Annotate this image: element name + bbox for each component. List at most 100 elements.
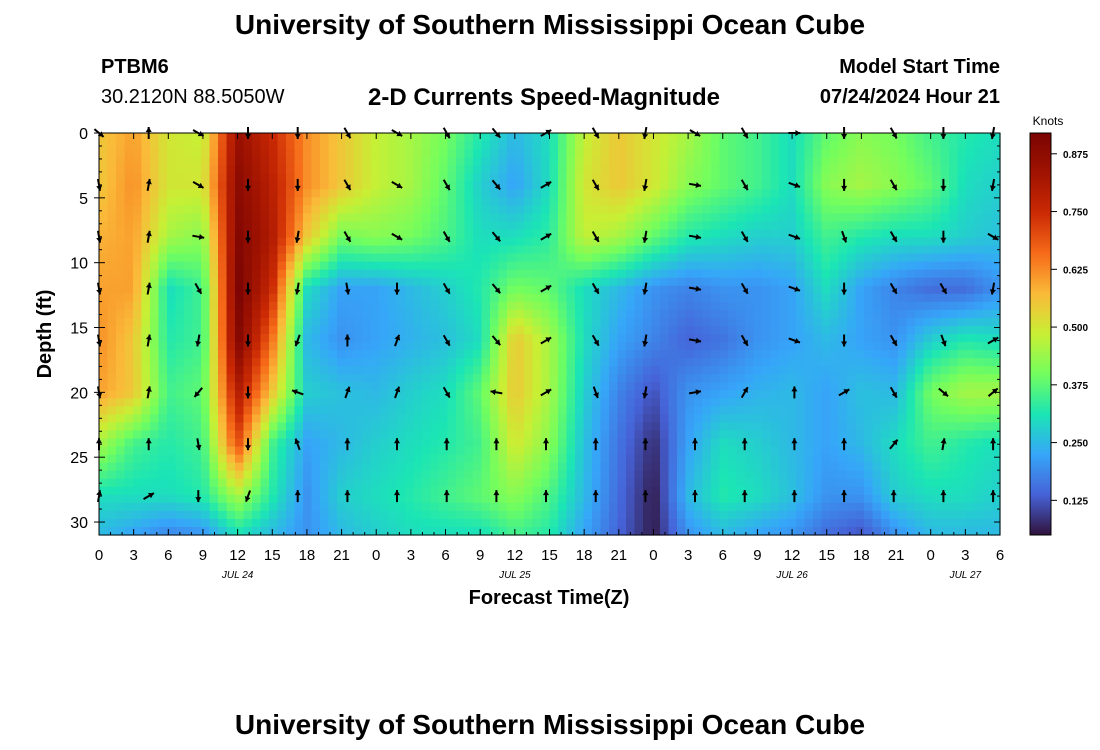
heatmap-cell	[362, 334, 372, 343]
heatmap-cell	[813, 301, 823, 311]
heatmap-cell	[685, 470, 695, 480]
heatmap-cell	[235, 478, 245, 488]
heatmap-cell	[133, 317, 143, 327]
heatmap-cell	[379, 342, 389, 351]
heatmap-cell	[396, 406, 406, 415]
heatmap-cell	[957, 237, 967, 247]
heatmap-cell	[660, 446, 670, 456]
heatmap-cell	[277, 462, 287, 472]
heatmap-cell	[821, 454, 831, 464]
heatmap-cell	[481, 438, 491, 448]
heatmap-cell	[447, 486, 457, 496]
heatmap-cell	[201, 269, 211, 279]
heatmap-cell	[957, 141, 967, 150]
heatmap-cell	[915, 342, 925, 351]
heatmap-cell	[881, 189, 891, 198]
heatmap-cell	[328, 277, 338, 287]
heatmap-cell	[481, 133, 491, 142]
heatmap-cell	[855, 325, 865, 335]
heatmap-cell	[226, 237, 236, 247]
heatmap-cell	[558, 358, 568, 367]
heatmap-cell	[736, 141, 746, 150]
heatmap-cell	[855, 462, 865, 472]
heatmap-cell	[260, 414, 270, 424]
heatmap-cell	[498, 157, 508, 166]
heatmap-cell	[362, 446, 372, 456]
heatmap-cell	[872, 390, 882, 399]
heatmap-cell	[124, 325, 134, 335]
heatmap-cell	[906, 189, 916, 198]
heatmap-cell	[286, 462, 296, 472]
heatmap-cell	[456, 221, 466, 231]
heatmap-cell	[702, 205, 712, 214]
heatmap-cell	[422, 173, 432, 182]
heatmap-cell	[558, 398, 568, 407]
heatmap-cell	[855, 334, 865, 343]
heatmap-cell	[481, 430, 491, 440]
heatmap-cell	[923, 157, 933, 166]
heatmap-cell	[881, 494, 891, 504]
heatmap-cell	[617, 366, 627, 375]
heatmap-cell	[855, 390, 865, 399]
heatmap-cell	[566, 374, 576, 383]
heatmap-cell	[575, 317, 585, 327]
heatmap-cell	[371, 470, 381, 480]
heatmap-cell	[949, 398, 959, 407]
heatmap-cell	[830, 430, 840, 440]
heatmap-cell	[447, 133, 457, 142]
heatmap-cell	[167, 173, 177, 182]
heatmap-cell	[549, 478, 559, 488]
heatmap-cell	[583, 382, 593, 391]
heatmap-cell	[439, 382, 449, 391]
heatmap-cell	[983, 342, 993, 351]
heatmap-cell	[838, 245, 848, 255]
heatmap-cell	[966, 398, 976, 407]
heatmap-cell	[158, 261, 168, 271]
heatmap-cell	[422, 301, 432, 311]
heatmap-cell	[626, 245, 636, 255]
heatmap-cell	[277, 334, 287, 343]
heatmap-cell	[413, 173, 423, 182]
heatmap-cell	[133, 494, 143, 504]
heatmap-cell	[413, 317, 423, 327]
heatmap-cell	[447, 293, 457, 303]
heatmap-cell	[294, 269, 304, 279]
heatmap-cell	[311, 470, 321, 480]
heatmap-cell	[107, 149, 117, 158]
heatmap-cell	[753, 157, 763, 166]
heatmap-cell	[158, 414, 168, 424]
heatmap-cell	[711, 197, 721, 206]
heatmap-cell	[779, 157, 789, 166]
heatmap-cell	[940, 173, 950, 182]
heatmap-cell	[294, 213, 304, 223]
heatmap-cell	[405, 422, 415, 432]
heatmap-cell	[269, 261, 279, 271]
heatmap-cell	[507, 157, 517, 166]
heatmap-cell	[184, 398, 194, 407]
heatmap-cell	[226, 221, 236, 231]
heatmap-cell	[473, 325, 483, 335]
heatmap-cell	[524, 398, 534, 407]
heatmap-cell	[541, 406, 551, 415]
heatmap-cell	[753, 181, 763, 190]
heatmap-cell	[158, 398, 168, 407]
heatmap-cell	[753, 205, 763, 214]
heatmap-cell	[796, 390, 806, 399]
heatmap-cell	[847, 494, 857, 504]
heatmap-cell	[107, 358, 117, 367]
heatmap-cell	[711, 157, 721, 166]
heatmap-cell	[787, 269, 797, 279]
heatmap-cell	[175, 317, 185, 327]
heatmap-cell	[371, 269, 381, 279]
heatmap-cell	[872, 430, 882, 440]
heatmap-cell	[677, 366, 687, 375]
heatmap-cell	[354, 229, 364, 239]
heatmap-cell	[779, 173, 789, 182]
heatmap-cell	[677, 438, 687, 448]
heatmap-cell	[830, 478, 840, 488]
heatmap-cell	[158, 277, 168, 287]
heatmap-cell	[966, 173, 976, 182]
heatmap-cell	[575, 390, 585, 399]
heatmap-cell	[252, 197, 262, 206]
heatmap-cell	[235, 446, 245, 456]
